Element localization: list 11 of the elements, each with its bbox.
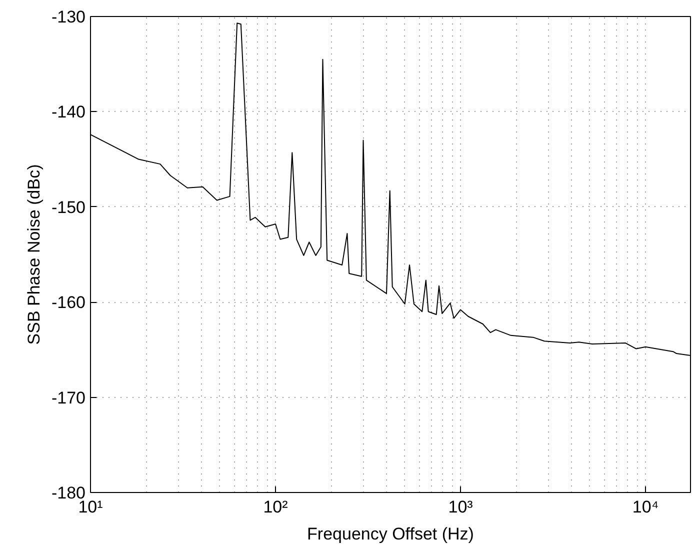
x-tick-label: 10⁴ [632,498,659,516]
y-tick-label: -140 [51,102,86,122]
x-axis-title: Frequency Offset (Hz) [307,524,474,544]
y-axis-title: SSB Phase Noise (dBc) [24,164,44,345]
x-tick-label: 10¹ [78,498,104,516]
y-tick-label: -150 [51,198,86,217]
y-tick-label: -160 [51,293,86,312]
x-tick-label: 10² [263,498,288,516]
y-tick-label: -170 [51,388,86,408]
y-tick-label: -130 [51,8,86,26]
x-tick-label: 10³ [448,498,474,516]
